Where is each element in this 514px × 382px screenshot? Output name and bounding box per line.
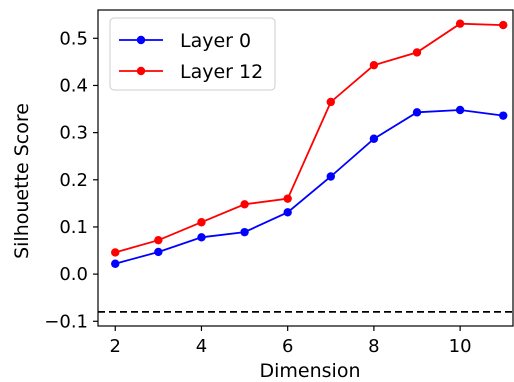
data-point bbox=[111, 248, 120, 257]
data-point bbox=[326, 172, 335, 181]
y-tick-label: −0.1 bbox=[44, 311, 88, 332]
data-point bbox=[412, 48, 422, 57]
data-point bbox=[197, 218, 206, 227]
legend-label: Layer 0 bbox=[180, 30, 251, 52]
x-tick-label: 4 bbox=[196, 336, 207, 357]
data-point bbox=[369, 60, 379, 70]
y-tick-label: 0.3 bbox=[59, 123, 88, 144]
axes: 2 4 6 8 10 −0.1 0.0 0.1 0.2 0.3 0.4 0.5 bbox=[44, 9, 514, 357]
plot-area bbox=[98, 19, 514, 313]
data-point bbox=[154, 235, 163, 245]
y-tick-label: 0.5 bbox=[59, 28, 88, 49]
data-point bbox=[240, 200, 249, 209]
legend-box bbox=[109, 17, 276, 91]
data-point bbox=[326, 97, 335, 107]
data-point bbox=[283, 194, 292, 203]
data-point bbox=[499, 111, 508, 120]
y-tick-label: 0.4 bbox=[59, 75, 88, 96]
legend: Layer 0 Layer 12 bbox=[109, 17, 276, 91]
x-tick-label: 10 bbox=[449, 336, 472, 357]
data-point bbox=[111, 259, 120, 268]
data-point bbox=[412, 108, 422, 117]
series-line-2 bbox=[114, 22, 504, 254]
series-line-1 bbox=[114, 109, 504, 265]
y-tick-label: 0.0 bbox=[59, 264, 88, 285]
data-point bbox=[283, 208, 292, 217]
data-point bbox=[197, 233, 206, 242]
y-axis-label: Silhouette Score bbox=[11, 103, 33, 259]
data-point bbox=[369, 134, 379, 143]
x-axis-label: Dimension bbox=[260, 360, 361, 382]
legend-swatch-marker bbox=[136, 35, 146, 45]
legend-swatch-marker bbox=[136, 66, 146, 76]
data-point bbox=[455, 19, 465, 28]
y-tick-label: 0.2 bbox=[59, 170, 88, 191]
x-tick-label: 6 bbox=[282, 336, 293, 357]
data-point bbox=[499, 20, 508, 30]
plot-frame bbox=[97, 9, 514, 327]
x-tick-label: 8 bbox=[368, 336, 379, 357]
y-tick-label: 0.1 bbox=[59, 217, 88, 238]
data-point bbox=[455, 105, 465, 115]
legend-label: Layer 12 bbox=[180, 61, 263, 83]
data-point bbox=[154, 247, 163, 257]
data-point bbox=[240, 227, 249, 237]
x-tick-label: 2 bbox=[110, 336, 121, 357]
